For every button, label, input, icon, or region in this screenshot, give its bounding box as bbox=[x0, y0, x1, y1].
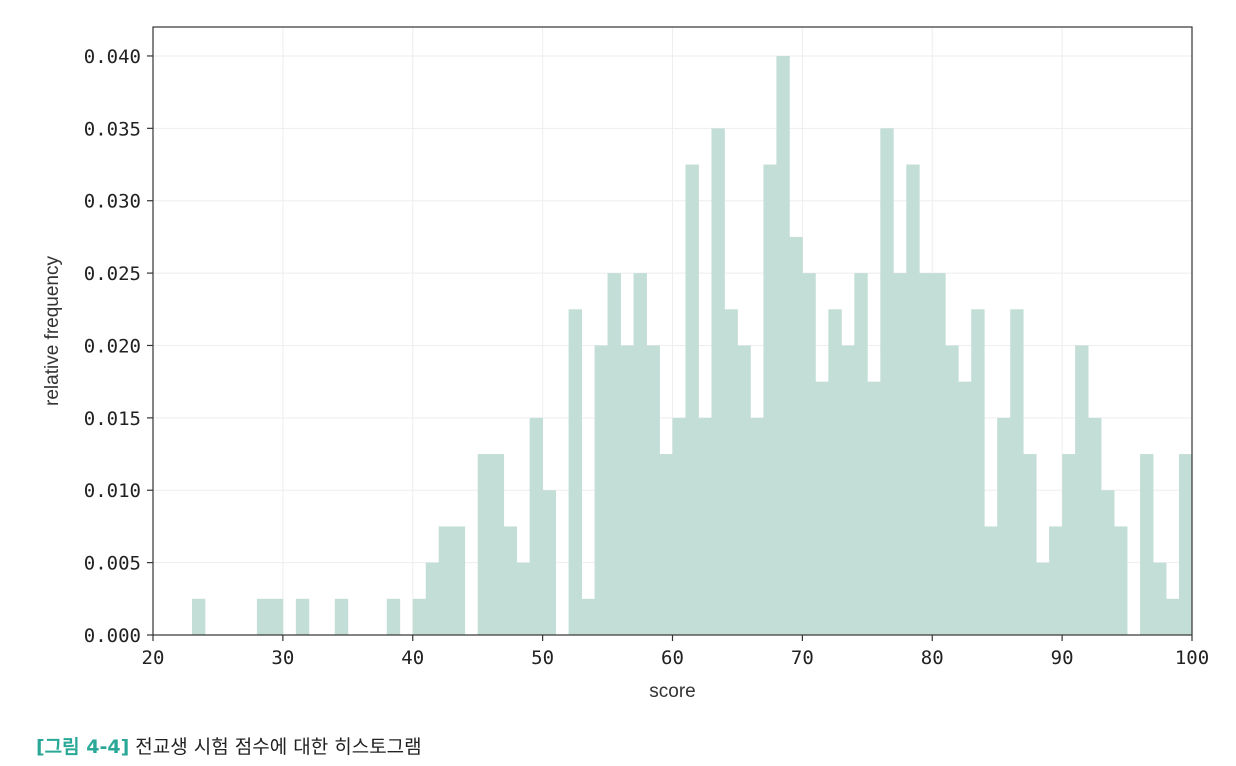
histogram-bar bbox=[828, 309, 842, 635]
histogram-bar bbox=[581, 598, 595, 635]
x-tick-label: 40 bbox=[401, 647, 424, 669]
y-tick-label: 0.025 bbox=[84, 263, 141, 285]
histogram-chart: 20 30 40 50 60 70 80 90 100 0.000 0.005 0.010 0.015… bbox=[42, 26, 1209, 702]
histogram-bar bbox=[1179, 454, 1193, 635]
histogram-bar bbox=[607, 273, 621, 635]
histogram-bar bbox=[776, 55, 790, 635]
x-tick-label: 70 bbox=[791, 647, 814, 669]
histogram-bar bbox=[334, 598, 349, 635]
histogram-bar bbox=[802, 273, 816, 635]
histogram-bar bbox=[1010, 309, 1024, 635]
y-tick-label: 0.030 bbox=[84, 191, 141, 213]
histogram-bar bbox=[620, 345, 634, 635]
histogram-bar bbox=[932, 273, 946, 635]
figure-caption: [그림 4-4] 전교생 시험 점수에 대한 히스토그램 bbox=[36, 732, 422, 759]
y-tick-label: 0.015 bbox=[84, 408, 141, 430]
histogram-bar bbox=[425, 562, 440, 635]
histogram-bar bbox=[1140, 454, 1154, 635]
y-tick-label: 0.040 bbox=[84, 46, 141, 68]
histogram-bar bbox=[529, 417, 544, 635]
histogram-bar bbox=[984, 526, 998, 635]
histogram-bar bbox=[893, 273, 907, 635]
histogram-bar bbox=[958, 381, 972, 635]
caption-text: 전교생 시험 점수에 대한 히스토그램 bbox=[135, 736, 422, 758]
y-tick-label: 0.020 bbox=[84, 335, 141, 357]
histogram-bar bbox=[685, 164, 699, 635]
histogram-bar bbox=[191, 598, 206, 635]
histogram-bar bbox=[789, 236, 803, 635]
histogram-bar bbox=[1088, 417, 1102, 635]
histogram-bar bbox=[412, 598, 427, 635]
histogram-bar bbox=[633, 273, 647, 635]
x-axis-label: score bbox=[649, 681, 695, 702]
histogram-bar bbox=[542, 490, 557, 635]
y-axis-label: relative frequency bbox=[42, 256, 63, 406]
histogram-bar bbox=[672, 417, 686, 635]
histogram-bar bbox=[750, 417, 764, 635]
histogram-bar bbox=[295, 598, 310, 635]
histogram-bar bbox=[1153, 562, 1167, 635]
histogram-bar bbox=[1101, 490, 1115, 635]
histogram-bars bbox=[191, 55, 1193, 636]
histogram-bar bbox=[997, 417, 1011, 635]
histogram-bar bbox=[906, 164, 920, 635]
x-tick-label: 50 bbox=[531, 647, 554, 669]
histogram-bar bbox=[503, 526, 518, 635]
histogram-bar bbox=[1049, 526, 1063, 635]
histogram-bar bbox=[945, 345, 959, 635]
y-tick-label: 0.010 bbox=[84, 480, 141, 502]
x-tick-label: 60 bbox=[661, 647, 684, 669]
histogram-bar bbox=[867, 381, 881, 635]
histogram-bar bbox=[737, 345, 751, 635]
histogram-bar bbox=[659, 454, 673, 635]
histogram-bar bbox=[854, 273, 868, 635]
x-tick-label: 90 bbox=[1051, 647, 1074, 669]
histogram-bar bbox=[1114, 526, 1128, 635]
y-axis-ticks: 0.000 0.005 0.010 0.015 0.020 0.025 0.030 0.035… bbox=[84, 46, 153, 647]
x-tick-label: 100 bbox=[1175, 647, 1209, 669]
histogram-bar bbox=[269, 598, 284, 635]
histogram-bar bbox=[1023, 454, 1037, 635]
histogram-bar bbox=[919, 273, 933, 635]
histogram-bar bbox=[841, 345, 855, 635]
y-tick-label: 0.035 bbox=[84, 118, 141, 140]
histogram-bar bbox=[1166, 598, 1180, 635]
histogram-bar bbox=[698, 417, 712, 635]
figure-number: [그림 4-4] bbox=[36, 736, 130, 758]
y-tick-label: 0.000 bbox=[84, 625, 141, 647]
histogram-bar bbox=[763, 164, 777, 635]
histogram-bar bbox=[594, 345, 608, 635]
y-tick-label: 0.005 bbox=[84, 553, 141, 575]
histogram-bar bbox=[568, 309, 582, 635]
histogram-bar bbox=[451, 526, 466, 635]
histogram-bar bbox=[386, 598, 401, 635]
histogram-bar bbox=[711, 128, 725, 636]
histogram-bar bbox=[438, 526, 453, 635]
x-tick-label: 80 bbox=[921, 647, 944, 669]
histogram-bar bbox=[477, 454, 492, 635]
x-axis-ticks: 20 30 40 50 60 70 80 90 100 bbox=[142, 635, 1209, 669]
histogram-bar bbox=[1036, 562, 1050, 635]
histogram-bar bbox=[815, 381, 829, 635]
histogram-bar bbox=[256, 598, 271, 635]
x-tick-label: 30 bbox=[271, 647, 294, 669]
histogram-bar bbox=[516, 562, 531, 635]
x-tick-label: 20 bbox=[142, 647, 165, 669]
histogram-bar bbox=[1075, 345, 1089, 635]
histogram-bar bbox=[646, 345, 660, 635]
histogram-bar bbox=[490, 454, 505, 635]
histogram-bar bbox=[880, 128, 894, 636]
histogram-bar bbox=[971, 309, 985, 635]
histogram-bar bbox=[1062, 454, 1076, 635]
histogram-bar bbox=[724, 309, 738, 635]
